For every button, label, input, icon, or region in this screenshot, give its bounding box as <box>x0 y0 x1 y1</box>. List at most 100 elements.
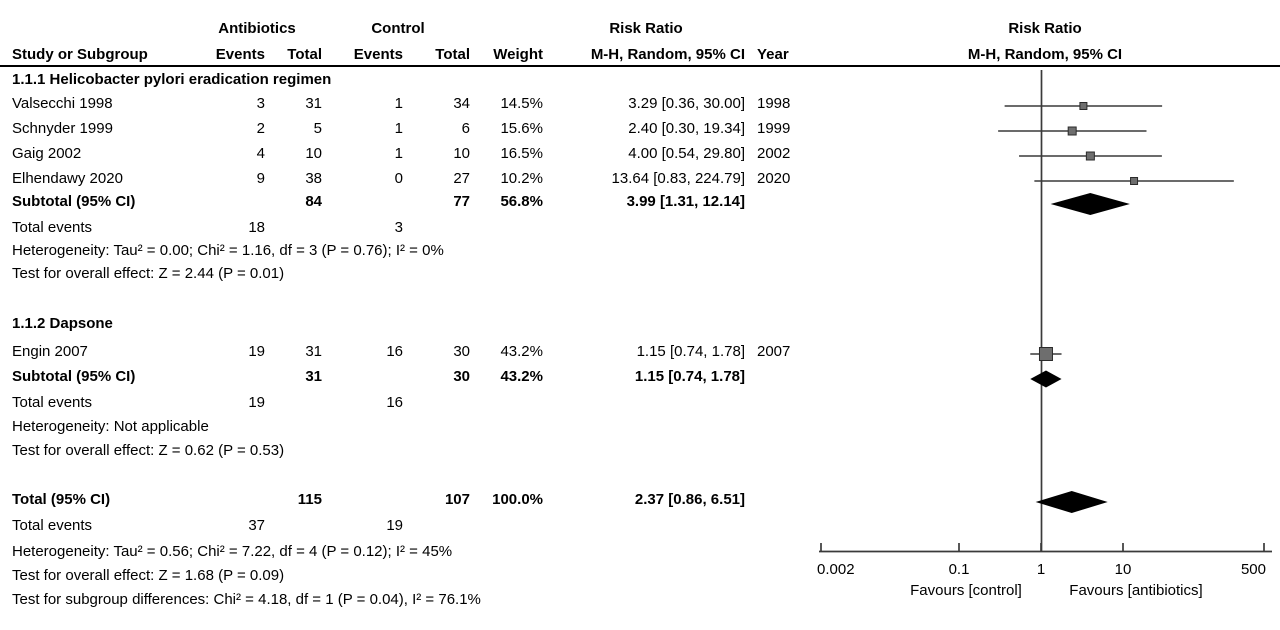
subtotal-row-2-t1: 31 <box>305 368 322 385</box>
subgroup-differences-row-text: Test for subgroup differences: Chi² = 4.… <box>12 591 481 608</box>
section-heading-1-1-1: 1.1.1 Helicobacter pylori eradication re… <box>0 71 810 91</box>
favours-right-label: Favours [antibiotics] <box>1069 582 1202 599</box>
table-group-header-row: Antibiotics Control Risk Ratio <box>0 20 810 40</box>
study-row-elhendawy-2020: Elhendawy 2020 9 38 0 27 10.2% 13.64 [0.83, 22… <box>0 170 810 190</box>
heterogeneity-row-2: Heterogeneity: Not applicable <box>0 418 810 438</box>
overall-effect-row-2: Test for overall effect: Z = 0.62 (P = 0… <box>0 442 810 462</box>
favours-left-label: Favours [control] <box>910 582 1022 599</box>
total-events-row-1-study: Total events <box>12 219 93 236</box>
col-header-events-antibiotics: Events <box>215 46 265 63</box>
total-row-t1: 115 <box>297 491 322 508</box>
study-row-valsecchi-1998-e1: 3 <box>256 95 265 112</box>
pooled-diamond-subtotal-1-1-2-95-ci <box>1030 370 1062 388</box>
total-events-row-overall-e2: 19 <box>386 517 403 534</box>
plot-header-title: Risk Ratio <box>1008 20 1082 37</box>
heterogeneity-row-overall: Heterogeneity: Tau² = 0.56; Chi² = 7.22,… <box>0 543 810 563</box>
table-column-header-row: Study or Subgroup Events Total Events To… <box>0 46 810 66</box>
study-row-valsecchi-1998-year: 1998 <box>757 95 791 112</box>
col-header-year: Year <box>757 46 789 63</box>
col-header-events-control: Events <box>353 46 403 63</box>
x-axis-tick-label-1: 1 <box>1037 561 1045 578</box>
total-row-t2: 107 <box>444 491 470 508</box>
section-heading-1-1-2: 1.1.2 Dapsone <box>0 315 810 335</box>
x-axis-tick-label-10: 10 <box>1115 561 1132 578</box>
study-row-elhendawy-2020-t1: 38 <box>305 170 322 187</box>
study-row-schnyder-1999-e2: 1 <box>394 120 403 137</box>
study-row-engin-2007-e2: 16 <box>386 343 403 360</box>
subtotal-row-1-t2: 77 <box>453 193 470 210</box>
subtotal-row-1: Subtotal (95% CI) 84 77 56.8% 3.99 [1.31, 12… <box>0 193 810 213</box>
study-row-gaig-2002-ci: 4.00 [0.54, 29.80] <box>628 145 745 162</box>
total-events-row-1-e1: 18 <box>248 219 265 236</box>
study-row-elhendawy-2020-e1: 9 <box>256 170 265 187</box>
total-events-row-2: Total events 19 16 <box>0 394 810 414</box>
col-header-weight: Weight <box>493 46 543 63</box>
section-heading-1-1-2-text: 1.1.2 Dapsone <box>12 315 113 332</box>
study-row-elhendawy-2020-year: 2020 <box>757 170 791 187</box>
total-events-row-1-e2: 3 <box>394 219 403 236</box>
overall-effect-row-1-text: Test for overall effect: Z = 2.44 (P = 0… <box>12 265 285 282</box>
x-axis-tick-label-500: 500 <box>1241 561 1266 578</box>
effect-marker-elhendawy-2020 <box>1130 177 1139 185</box>
section-heading-1-1-1-text: 1.1.1 Helicobacter pylori eradication re… <box>12 71 332 88</box>
col-header-ci: M-H, Random, 95% CI <box>590 46 745 63</box>
study-row-valsecchi-1998-weight: 14.5% <box>500 95 543 112</box>
study-row-schnyder-1999-e1: 2 <box>256 120 265 137</box>
subtotal-row-1-study: Subtotal (95% CI) <box>12 193 136 210</box>
study-row-valsecchi-1998-e2: 1 <box>394 95 403 112</box>
study-row-gaig-2002-t2: 10 <box>453 145 470 162</box>
study-row-elhendawy-2020-ci: 13.64 [0.83, 224.79] <box>611 170 745 187</box>
heterogeneity-row-1-text: Heterogeneity: Tau² = 0.00; Chi² = 1.16,… <box>12 242 444 259</box>
subtotal-row-2-ci: 1.15 [0.74, 1.78] <box>634 368 745 385</box>
pooled-diamond-total-95-ci <box>1035 491 1108 513</box>
study-row-valsecchi-1998: Valsecchi 1998 3 31 1 34 14.5% 3.29 [0.36, 30.… <box>0 95 810 115</box>
study-row-gaig-2002-year: 2002 <box>757 145 791 162</box>
col-header-total-control: Total <box>435 46 470 63</box>
total-row: Total (95% CI) 115 107 100.0% 2.37 [0.86, 6.… <box>0 491 810 511</box>
study-row-elhendawy-2020-e2: 0 <box>394 170 403 187</box>
total-row-ci: 2.37 [0.86, 6.51] <box>634 491 745 508</box>
overall-effect-row-1: Test for overall effect: Z = 2.44 (P = 0… <box>0 265 810 285</box>
overall-effect-row-2-text: Test for overall effect: Z = 0.62 (P = 0… <box>12 442 285 459</box>
study-row-engin-2007-ci: 1.15 [0.74, 1.78] <box>636 343 745 360</box>
total-events-row-1: Total events 18 3 <box>0 219 810 239</box>
heterogeneity-row-1: Heterogeneity: Tau² = 0.00; Chi² = 1.16,… <box>0 242 810 262</box>
effect-marker-engin-2007 <box>1038 347 1053 361</box>
study-row-schnyder-1999-t2: 6 <box>461 120 470 137</box>
study-row-engin-2007-t2: 30 <box>453 343 470 360</box>
subtotal-row-2-t2: 30 <box>453 368 470 385</box>
study-row-gaig-2002-weight: 16.5% <box>500 145 543 162</box>
study-row-schnyder-1999-weight: 15.6% <box>500 120 543 137</box>
study-row-gaig-2002-study: Gaig 2002 <box>12 145 82 162</box>
study-row-valsecchi-1998-ci: 3.29 [0.36, 30.00] <box>628 95 745 112</box>
study-row-elhendawy-2020-study: Elhendawy 2020 <box>12 170 123 187</box>
x-axis-tick-label-0.002: 0.002 <box>817 561 855 578</box>
study-row-valsecchi-1998-study: Valsecchi 1998 <box>12 95 113 112</box>
subtotal-row-1-t1: 84 <box>305 193 322 210</box>
subtotal-row-2-study: Subtotal (95% CI) <box>12 368 136 385</box>
study-row-valsecchi-1998-t1: 31 <box>305 95 322 112</box>
study-row-schnyder-1999-year: 1999 <box>757 120 791 137</box>
subtotal-row-2: Subtotal (95% CI) 31 30 43.2% 1.15 [0.74, 1.… <box>0 368 810 388</box>
study-row-schnyder-1999: Schnyder 1999 2 5 1 6 15.6% 2.40 [0.30, 19.34]… <box>0 120 810 140</box>
study-row-gaig-2002-t1: 10 <box>305 145 322 162</box>
subgroup-differences-row: Test for subgroup differences: Chi² = 4.… <box>0 591 810 611</box>
overall-effect-row-overall: Test for overall effect: Z = 1.68 (P = 0… <box>0 567 810 587</box>
study-row-gaig-2002-e2: 1 <box>394 145 403 162</box>
plot-header-subtitle: M-H, Random, 95% CI <box>967 46 1123 63</box>
study-row-gaig-2002-e1: 4 <box>256 145 265 162</box>
study-row-schnyder-1999-ci: 2.40 [0.30, 19.34] <box>628 120 745 137</box>
study-row-engin-2007: Engin 2007 19 31 16 30 43.2% 1.15 [0.74, 1.78]… <box>0 343 810 363</box>
study-row-schnyder-1999-t1: 5 <box>313 120 322 137</box>
overall-effect-row-overall-text: Test for overall effect: Z = 1.68 (P = 0… <box>12 567 285 584</box>
x-axis-tick-label-0.1: 0.1 <box>949 561 970 578</box>
study-row-engin-2007-t1: 31 <box>305 343 322 360</box>
study-row-elhendawy-2020-weight: 10.2% <box>500 170 543 187</box>
total-events-row-2-study: Total events <box>12 394 93 411</box>
heterogeneity-row-2-text: Heterogeneity: Not applicable <box>12 418 209 435</box>
total-events-row-overall-study: Total events <box>12 517 93 534</box>
total-events-row-2-e2: 16 <box>386 394 403 411</box>
header-divider-line <box>0 65 1280 67</box>
